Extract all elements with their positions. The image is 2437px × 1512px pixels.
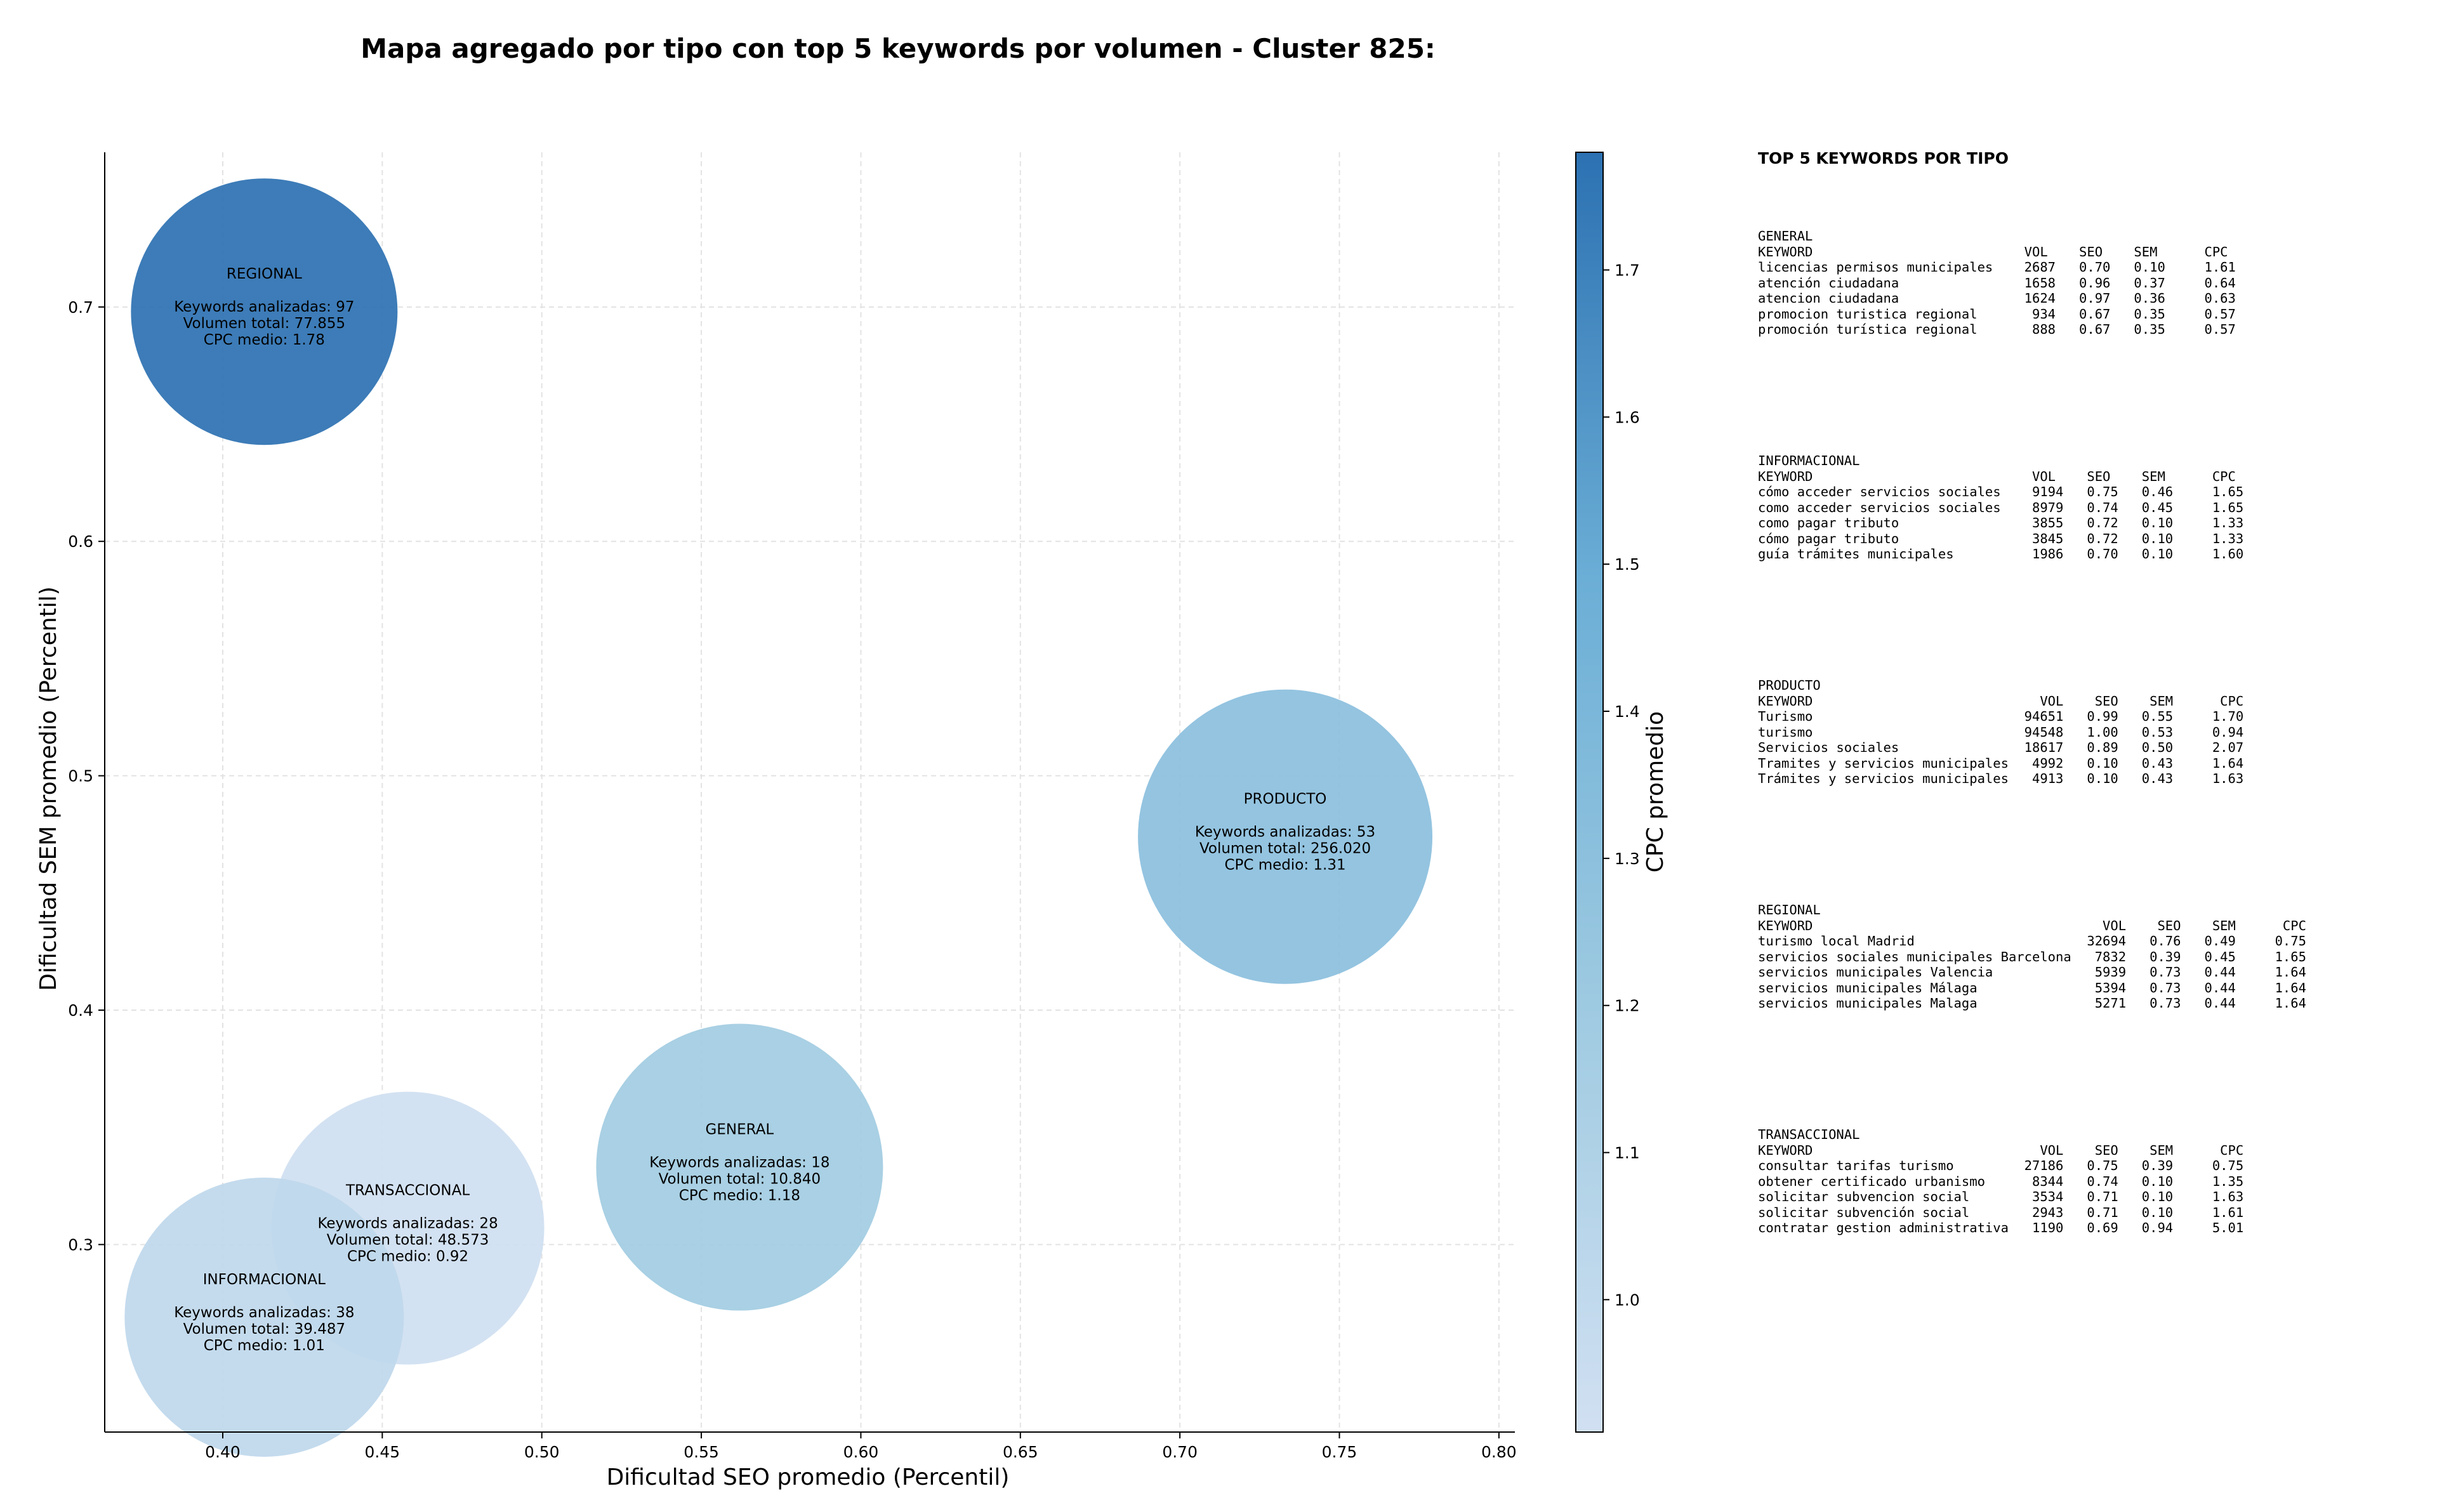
bubble-volume-producto: Volumen total: 256.020 xyxy=(1199,841,1371,857)
bubble-cpc-producto: CPC medio: 1.31 xyxy=(1224,857,1345,874)
colorbar-tick-label: 1.6 xyxy=(1615,408,1640,426)
x-axis-label: Dificultad SEO promedio (Percentil) xyxy=(607,1464,1010,1490)
keyword-panel: TOP 5 KEYWORDS POR TIPO GENERAL KEYWORD … xyxy=(1758,149,2431,1235)
bubble-volume-regional: Volumen total: 77.855 xyxy=(183,315,346,332)
colorbar-tick-label: 1.4 xyxy=(1615,702,1640,721)
keyword-block-producto: PRODUCTO KEYWORD VOL SEO SEM CPC Turismo… xyxy=(1758,678,2243,787)
keyword-block-general: GENERAL KEYWORD VOL SEO SEM CPC licencia… xyxy=(1758,228,2236,338)
keyword-table-informacional: INFORMACIONAL KEYWORD VOL SEO SEM CPC có… xyxy=(1758,453,2244,562)
bubble-keywords-producto: Keywords analizadas: 53 xyxy=(1195,824,1375,841)
bubble-informacional xyxy=(124,1177,404,1457)
y-tick-label: 0.5 xyxy=(68,767,93,786)
bubble-cpc-transaccional: CPC medio: 0.92 xyxy=(347,1249,468,1265)
chart-title: Mapa agregado por tipo con top 5 keyword… xyxy=(360,33,1436,64)
bubble-cpc-informacional: CPC medio: 1.01 xyxy=(204,1338,325,1354)
x-tick-label: 0.75 xyxy=(1322,1443,1357,1461)
keyword-block-regional: REGIONAL KEYWORD VOL SEO SEM CPC turismo… xyxy=(1758,902,2306,1011)
bubble-keywords-general: Keywords analizadas: 18 xyxy=(649,1155,829,1171)
colorbar-tick-label: 1.1 xyxy=(1615,1144,1640,1162)
x-tick-label: 0.70 xyxy=(1162,1443,1198,1461)
colorbar-tick-label: 1.5 xyxy=(1615,555,1640,574)
bubble-producto xyxy=(1138,689,1433,984)
x-tick-label: 0.50 xyxy=(524,1443,560,1461)
keyword-block-transaccional: TRANSACCIONAL KEYWORD VOL SEO SEM CPC co… xyxy=(1758,1127,2243,1236)
bubble-cpc-regional: CPC medio: 1.78 xyxy=(204,332,325,348)
y-tick-label: 0.7 xyxy=(68,298,93,317)
bubble-label-regional: REGIONAL xyxy=(227,266,302,282)
keyword-table-transaccional: TRANSACCIONAL KEYWORD VOL SEO SEM CPC co… xyxy=(1758,1127,2244,1235)
keyword-table-producto: PRODUCTO KEYWORD VOL SEO SEM CPC Turismo… xyxy=(1758,678,2244,786)
x-tick-label: 0.45 xyxy=(365,1443,400,1461)
x-tick-label: 0.60 xyxy=(843,1443,879,1461)
y-axis-label: Dificultad SEM promedio (Percentil) xyxy=(36,586,62,991)
x-tick-label: 0.40 xyxy=(205,1443,241,1461)
keyword-table-general: GENERAL KEYWORD VOL SEO SEM CPC licencia… xyxy=(1758,228,2236,337)
colorbar-tick-label: 1.7 xyxy=(1615,261,1640,279)
keyword-table-regional: REGIONAL KEYWORD VOL SEO SEM CPC turismo… xyxy=(1758,902,2306,1011)
colorbar-tick-label: 1.2 xyxy=(1615,997,1640,1015)
axes: 0.40 0.45 0.50 0.55 0.60 0.65 0.70 0.75 0.80 0.3 0… xyxy=(68,152,1517,1461)
bubble-keywords-informacional: Keywords analizadas: 38 xyxy=(174,1305,354,1321)
panel-title: TOP 5 KEYWORDS POR TIPO xyxy=(1758,149,2009,168)
y-tick-label: 0.4 xyxy=(68,1001,93,1020)
colorbar: 1.0 1.1 1.2 1.3 1.4 1.5 1.6 1.7 CPC promedio xyxy=(1575,152,1668,1433)
colorbar-tick-label: 1.3 xyxy=(1615,850,1640,868)
x-tick-label: 0.65 xyxy=(1003,1443,1038,1461)
bubble-regional xyxy=(131,178,398,445)
colorbar-label: CPC promedio xyxy=(1642,711,1668,872)
bubble-volume-informacional: Volumen total: 39.487 xyxy=(183,1321,346,1338)
x-tick-label: 0.55 xyxy=(684,1443,719,1461)
colorbar-scale xyxy=(1575,152,1604,1433)
bubble-label-general: GENERAL xyxy=(706,1122,774,1138)
bubble-label-informacional: INFORMACIONAL xyxy=(203,1272,326,1288)
bubble-cpc-general: CPC medio: 1.18 xyxy=(679,1188,800,1204)
bubble-volume-transaccional: Volumen total: 48.573 xyxy=(327,1232,489,1249)
y-tick-label: 0.3 xyxy=(68,1235,93,1254)
colorbar-ticks: 1.0 1.1 1.2 1.3 1.4 1.5 1.6 1.7 xyxy=(1603,261,1640,1309)
bubble-volume-general: Volumen total: 10.840 xyxy=(659,1171,821,1188)
keyword-block-informacional: INFORMACIONAL KEYWORD VOL SEO SEM CPC có… xyxy=(1758,453,2243,562)
bubble-general xyxy=(596,1023,883,1311)
bubble-keywords-transaccional: Keywords analizadas: 28 xyxy=(317,1216,498,1232)
bubble-keywords-regional: Keywords analizadas: 97 xyxy=(174,299,354,315)
x-tick-label: 0.80 xyxy=(1481,1443,1517,1461)
bubble-label-transaccional: TRANSACCIONAL xyxy=(345,1183,470,1199)
bubble-label-producto: PRODUCTO xyxy=(1244,791,1327,808)
y-tick-label: 0.6 xyxy=(68,532,93,551)
colorbar-tick-label: 1.0 xyxy=(1615,1291,1640,1309)
